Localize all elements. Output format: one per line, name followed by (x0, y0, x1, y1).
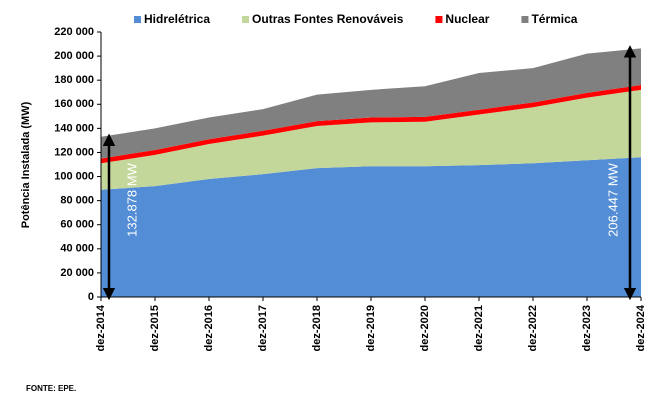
y-tick-label: 200 000 (54, 50, 94, 62)
y-tick-label: 40 000 (60, 243, 94, 255)
y-axis-label: Potência Instalada (MW) (20, 101, 32, 228)
y-tick-label: 140 000 (54, 122, 94, 134)
legend-swatch (435, 16, 443, 23)
y-tick-label: 80 000 (60, 195, 94, 207)
x-tick-label: dez-2019 (365, 305, 377, 351)
y-tick-label: 220 000 (54, 26, 94, 38)
y-tick-label: 60 000 (60, 219, 94, 231)
area (101, 89, 641, 190)
x-tick-label: dez-2024 (635, 304, 647, 351)
y-tick-label: 180 000 (54, 74, 94, 86)
x-tick-label: dez-2018 (311, 305, 323, 351)
annotation: 132.878 MW (124, 162, 139, 236)
source: FONTE: EPE. (26, 384, 76, 393)
x-tick-label: dez-2022 (527, 305, 539, 351)
area (101, 157, 641, 297)
legend-swatch (134, 16, 141, 23)
x-tick-label: dez-2015 (149, 305, 161, 351)
y-tick-label: 120 000 (54, 146, 94, 158)
y-tick-label: 160 000 (54, 98, 94, 110)
y-tick-label: 20 000 (60, 267, 94, 279)
x-tick-label: dez-2017 (257, 305, 269, 351)
legend-label: Hidrelétrica (144, 12, 210, 26)
legend-label: Térmica (531, 12, 577, 26)
x-tick-label: dez-2021 (473, 305, 485, 351)
y-tick-label: 100 000 (54, 170, 94, 182)
y-tick-label: 0 (88, 291, 94, 303)
area (101, 48, 641, 159)
x-tick-label: dez-2016 (203, 305, 215, 351)
x-tick-label: dez-2020 (419, 305, 431, 351)
x-tick-label: dez-2014 (95, 304, 107, 351)
annotation: 206.447 MW (605, 162, 620, 236)
x-tick-label: dez-2023 (581, 305, 593, 351)
legend-swatch (242, 16, 250, 23)
legend-label: Outras Fontes Renováveis (252, 12, 404, 26)
legend-swatch (521, 16, 529, 23)
legend-label: Nuclear (445, 12, 489, 26)
